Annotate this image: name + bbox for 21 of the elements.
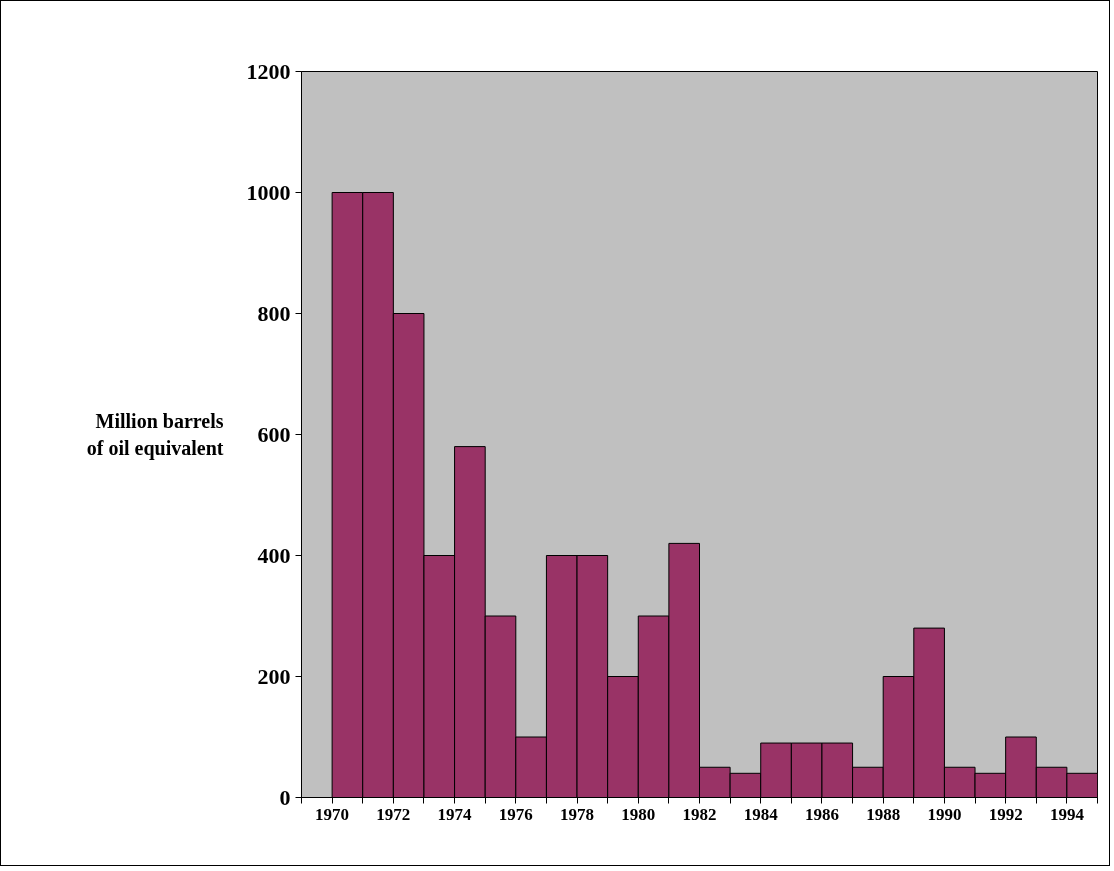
x-tick-label: 1988: [866, 804, 901, 824]
x-tick-label: 1972: [376, 804, 411, 824]
x-tick-label: 1990: [927, 804, 962, 824]
x-tick-label: 1978: [560, 804, 595, 824]
y-tick-label: 200: [257, 663, 291, 689]
y-tick-label: 0: [279, 784, 291, 810]
y-axis-title: Million barrels of oil equivalent: [86, 410, 224, 460]
x-tick-label: 1984: [743, 804, 779, 824]
y-tick-label: 1000: [246, 179, 291, 205]
y-tick-label: 400: [257, 542, 291, 568]
y-tick-label: 1200: [246, 58, 291, 84]
x-tick-label: 1976: [498, 804, 533, 824]
x-tick-label: 1974: [437, 804, 473, 824]
x-tick-label: 1986: [804, 804, 839, 824]
x-tick-label: 1970: [315, 804, 350, 824]
x-tick-label: 1994: [1049, 804, 1085, 824]
y-tick-label: 800: [257, 300, 291, 326]
x-tick-label: 1992: [988, 804, 1023, 824]
y-tick-label: 600: [257, 421, 291, 447]
x-tick-label: 1982: [682, 804, 717, 824]
x-tick-label: 1980: [621, 804, 656, 824]
